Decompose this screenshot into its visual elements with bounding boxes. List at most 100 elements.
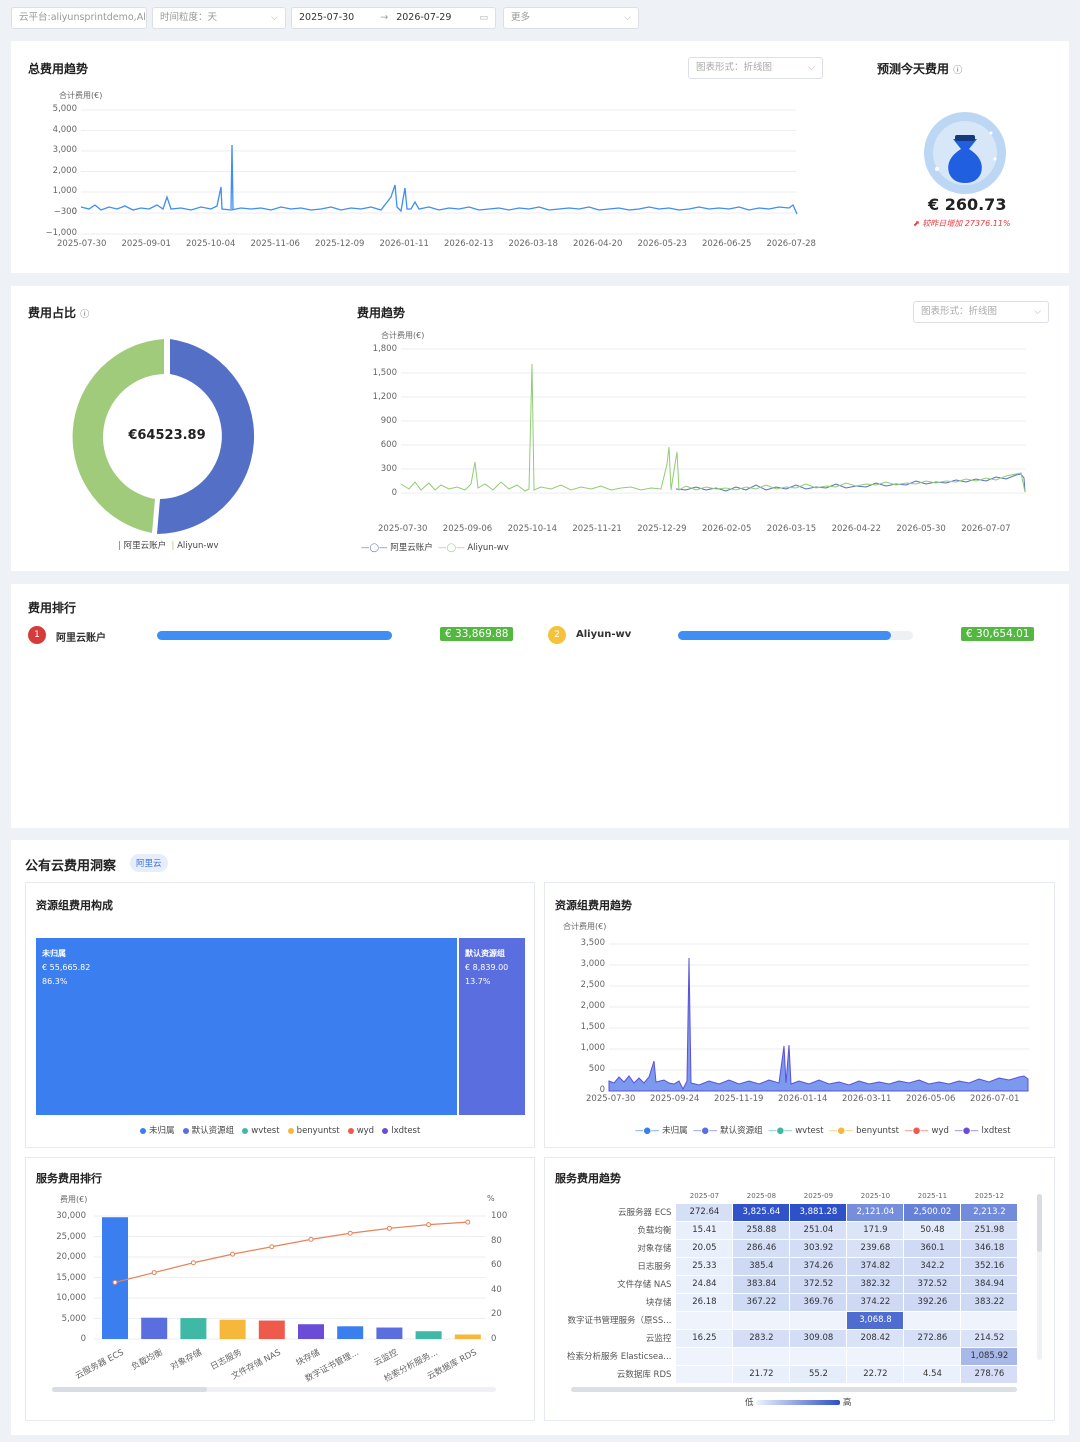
legend-item[interactable]: Aliyun-wv	[467, 543, 509, 553]
legend-item[interactable]: 未归属	[662, 1126, 688, 1136]
heatmap-cell[interactable]: 2,121.04	[846, 1203, 905, 1222]
heatmap-cell[interactable]: 1,085.92	[960, 1347, 1019, 1366]
heatmap-cell[interactable]: 15.41	[675, 1221, 734, 1240]
heatmap-cell[interactable]: 367.22	[732, 1293, 791, 1312]
heatmap-cell[interactable]: 50.48	[903, 1221, 962, 1240]
legend-item[interactable]: benyuntst	[296, 1126, 340, 1136]
heatmap-cell[interactable]	[732, 1347, 791, 1366]
heatmap-cell[interactable]: 272.64	[675, 1203, 734, 1222]
heatmap-cell[interactable]: 383.22	[960, 1293, 1019, 1312]
service-bar[interactable]	[337, 1326, 364, 1339]
legend-item[interactable]: wyd	[356, 1126, 375, 1136]
vertical-scrollbar[interactable]	[1037, 1194, 1042, 1360]
heatmap-cell[interactable]: 286.46	[732, 1239, 791, 1258]
heatmap-cell[interactable]: 309.08	[789, 1329, 848, 1348]
heatmap-cell[interactable]: 239.68	[846, 1239, 905, 1258]
heatmap-cell[interactable]: 283.2	[732, 1329, 791, 1348]
legend-item[interactable]: wvtest	[795, 1126, 824, 1136]
heatmap-cell[interactable]: 384.94	[960, 1275, 1019, 1294]
heatmap-cell[interactable]: 2,213.2	[960, 1203, 1019, 1222]
heatmap-cell[interactable]: 360.1	[903, 1239, 962, 1258]
service-bar[interactable]	[376, 1327, 403, 1339]
treemap-block-default-rg[interactable]: 默认资源组 € 8,839.00 13.7%	[459, 938, 525, 1115]
heatmap-cell[interactable]: 2,500.02	[903, 1203, 962, 1222]
help-icon[interactable]: ⓘ	[80, 310, 90, 320]
heatmap-cell[interactable]: 4.54	[903, 1365, 962, 1384]
granularity-filter[interactable]: 时间粒度：天 ⌵	[152, 7, 286, 29]
heatmap-cell[interactable]: 22.72	[846, 1365, 905, 1384]
heatmap-cell[interactable]: 214.52	[960, 1329, 1019, 1348]
service-bar[interactable]	[258, 1320, 285, 1339]
heatmap-cell[interactable]: 21.72	[732, 1365, 791, 1384]
heatmap-cell[interactable]: 251.04	[789, 1221, 848, 1240]
date-range-picker[interactable]: 2025-07-30 → 2026-07-29 ▭	[291, 7, 496, 29]
heatmap-cell[interactable]: 3,825.64	[732, 1203, 791, 1222]
heatmap-cell[interactable]	[846, 1347, 905, 1366]
more-filter[interactable]: 更多 ⌵	[503, 7, 639, 29]
heatmap-cell[interactable]: 26.18	[675, 1293, 734, 1312]
service-bar[interactable]	[454, 1334, 481, 1339]
legend-item[interactable]: 未归属	[149, 1126, 175, 1136]
heatmap-cell[interactable]: 372.52	[903, 1275, 962, 1294]
heatmap-cell[interactable]: 208.42	[846, 1329, 905, 1348]
service-bar[interactable]	[298, 1324, 324, 1339]
heatmap-cell[interactable]: 20.05	[675, 1239, 734, 1258]
heatmap-cell[interactable]: 372.52	[789, 1275, 848, 1294]
heatmap-cell[interactable]	[960, 1311, 1019, 1330]
legend-item[interactable]: 默认资源组	[191, 1126, 235, 1136]
horizontal-scrollbar[interactable]	[52, 1387, 496, 1392]
heatmap-cell[interactable]: 374.22	[846, 1293, 905, 1312]
heatmap-cell[interactable]: 3,881.28	[789, 1203, 848, 1222]
service-bar[interactable]	[180, 1318, 207, 1339]
heatmap-cell[interactable]: 383.84	[732, 1275, 791, 1294]
heatmap-cell[interactable]	[789, 1347, 848, 1366]
treemap-block-unassigned[interactable]: 未归属 € 55,665.82 86.3%	[36, 938, 457, 1115]
heatmap-cell[interactable]: 171.9	[846, 1221, 905, 1240]
heatmap-cell[interactable]: 258.88	[732, 1221, 791, 1240]
legend-item[interactable]: benyuntst	[856, 1126, 899, 1136]
heatmap-cell[interactable]: 392.26	[903, 1293, 962, 1312]
heatmap-cell[interactable]: 251.98	[960, 1221, 1019, 1240]
heatmap-cell[interactable]: 278.76	[960, 1365, 1019, 1384]
service-bar[interactable]	[415, 1331, 442, 1339]
legend-item[interactable]: wyd	[931, 1126, 949, 1136]
heatmap-cell[interactable]: 55.2	[789, 1365, 848, 1384]
legend-item[interactable]: lxdtest	[981, 1126, 1011, 1136]
legend-item[interactable]: 阿里云账户	[390, 543, 433, 553]
heatmap-cell[interactable]: 342.2	[903, 1257, 962, 1276]
heatmap-cell[interactable]: 272.86	[903, 1329, 962, 1348]
heatmap-cell[interactable]: 3,068.8	[846, 1311, 905, 1330]
heatmap-cell[interactable]: 382.32	[846, 1275, 905, 1294]
legend-item[interactable]: Aliyun-wv	[177, 541, 219, 551]
legend-item[interactable]: lxdtest	[391, 1126, 421, 1136]
heatmap-cell[interactable]: 346.18	[960, 1239, 1019, 1258]
heatmap-cell[interactable]: 16.25	[675, 1329, 734, 1348]
service-bar[interactable]	[102, 1217, 128, 1339]
legend-item[interactable]: 默认资源组	[720, 1126, 763, 1136]
heatmap-cell[interactable]	[675, 1347, 734, 1366]
heatmap-cell[interactable]: 352.16	[960, 1257, 1019, 1276]
heatmap-cell[interactable]: 303.92	[789, 1239, 848, 1258]
heatmap-cell[interactable]	[675, 1365, 734, 1384]
y-tick-label-left: 15,000	[56, 1272, 86, 1283]
heatmap-cell[interactable]	[903, 1311, 962, 1330]
heatmap-cell[interactable]: 25.33	[675, 1257, 734, 1276]
heatmap-cell[interactable]	[789, 1311, 848, 1330]
service-bar[interactable]	[141, 1317, 168, 1339]
heatmap-cell[interactable]	[675, 1311, 734, 1330]
chart-type-select[interactable]: 图表形式：折线图 ⌵	[688, 57, 823, 79]
heatmap-cell[interactable]: 374.82	[846, 1257, 905, 1276]
service-bar[interactable]	[219, 1319, 246, 1339]
legend-item[interactable]: 阿里云账户	[123, 541, 167, 551]
heatmap-cell[interactable]: 385.4	[732, 1257, 791, 1276]
horizontal-scrollbar[interactable]	[571, 1387, 1017, 1392]
legend-item[interactable]: wvtest	[251, 1126, 280, 1136]
heatmap-cell[interactable]	[732, 1311, 791, 1330]
platform-filter[interactable]: 云平台:aliyunsprintdemo,Aliy	[11, 7, 147, 29]
heatmap-cell[interactable]: 374.26	[789, 1257, 848, 1276]
heatmap-cell[interactable]: 24.84	[675, 1275, 734, 1294]
chart-type-select[interactable]: 图表形式：折线图 ⌵	[913, 301, 1049, 323]
heatmap-cell[interactable]: 369.76	[789, 1293, 848, 1312]
heatmap-cell[interactable]	[903, 1347, 962, 1366]
help-icon[interactable]: ⓘ	[953, 66, 963, 76]
